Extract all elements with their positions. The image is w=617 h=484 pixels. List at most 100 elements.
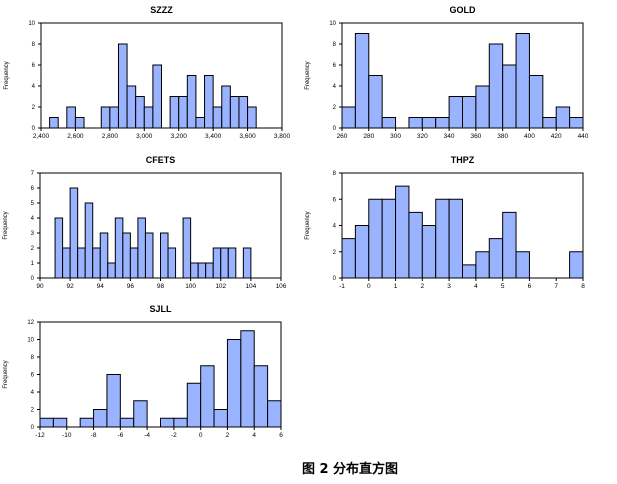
histogram-bar bbox=[569, 251, 584, 279]
x-tick-label: 340 bbox=[444, 133, 455, 140]
histogram-bar bbox=[435, 198, 450, 279]
histogram-bar bbox=[226, 339, 242, 428]
histogram-bar bbox=[167, 247, 177, 279]
x-tick-label: 4 bbox=[474, 283, 478, 290]
x-tick-label: 106 bbox=[276, 283, 287, 290]
histogram-bar bbox=[213, 409, 228, 428]
histogram-bar bbox=[186, 382, 202, 428]
figure-caption: 图 2 分布直方图 bbox=[301, 462, 399, 477]
histogram-bar bbox=[99, 232, 109, 279]
histogram-bar bbox=[515, 251, 530, 279]
chart-title: THPZ bbox=[451, 155, 475, 165]
histogram-bar bbox=[435, 117, 450, 129]
histogram-bar bbox=[253, 365, 269, 428]
histogram-bar bbox=[381, 117, 397, 129]
histogram-bar bbox=[502, 211, 517, 279]
plot-frame bbox=[341, 22, 584, 129]
histogram-bar bbox=[126, 85, 137, 129]
histogram-bar bbox=[92, 247, 101, 279]
histogram-bar bbox=[242, 247, 252, 279]
y-tick-label: 10 bbox=[28, 21, 35, 27]
histogram-bar bbox=[408, 117, 423, 129]
histogram-bar bbox=[408, 211, 423, 279]
x-tick-label: -6 bbox=[117, 432, 123, 439]
histogram-bar bbox=[54, 217, 64, 279]
x-tick-label: 2 bbox=[421, 283, 425, 290]
x-tick-label: 380 bbox=[497, 133, 508, 140]
histogram-bar bbox=[186, 75, 197, 129]
histogram-panel-sjll: SJLL Frequency 0 2 4 6 8 10 12 -12 -10 -8 -6 -4 -2 0 2 4 6 bbox=[3, 304, 283, 439]
x-tick-label: 440 bbox=[578, 133, 589, 140]
histogram-bar bbox=[448, 96, 464, 129]
x-tick-label: 96 bbox=[127, 283, 135, 290]
histogram-bar bbox=[354, 225, 370, 279]
histogram-bar bbox=[79, 417, 95, 428]
x-tick-label: 2,800 bbox=[102, 133, 119, 140]
histogram-bar bbox=[368, 75, 383, 129]
histogram-bar bbox=[502, 64, 517, 129]
y-tick-label: 3 bbox=[31, 231, 35, 237]
y-tick-label: 5 bbox=[31, 201, 35, 207]
histogram-bar bbox=[49, 117, 59, 129]
y-tick-label: 6 bbox=[31, 186, 35, 192]
histogram-panel-gold: GOLD Frequency 0 2 4 6 8 10 260 280 300 320 340 360 38… bbox=[305, 5, 589, 140]
histogram-bar bbox=[462, 96, 477, 129]
y-axis-label: Frequency bbox=[305, 211, 311, 239]
x-tick-label: 102 bbox=[215, 283, 226, 290]
histogram-bar bbox=[152, 64, 162, 129]
x-tick-label: 0 bbox=[199, 432, 203, 439]
histogram-bar bbox=[220, 247, 229, 279]
chart-title: SZZZ bbox=[150, 5, 173, 15]
y-tick-label: 4 bbox=[32, 84, 36, 90]
y-tick-label: 0 bbox=[32, 126, 36, 132]
plot-frame bbox=[40, 22, 283, 129]
histogram-panel-szzz: SZZZ Frequency 0 2 4 6 8 10 2,400 2,600 2,800 3,000… bbox=[4, 5, 291, 140]
x-tick-label: 94 bbox=[97, 283, 105, 290]
histogram-bar bbox=[107, 262, 116, 279]
histogram-bar bbox=[221, 85, 231, 129]
histogram-bar bbox=[84, 202, 94, 279]
histogram-bar bbox=[77, 247, 86, 279]
histogram-bar bbox=[197, 262, 207, 279]
histogram-bar bbox=[122, 232, 131, 279]
x-tick-label: 0 bbox=[367, 283, 371, 290]
y-tick-label: 6 bbox=[32, 63, 36, 69]
histogram-bar bbox=[227, 247, 237, 279]
histogram-bar bbox=[555, 106, 571, 129]
y-tick-label: 4 bbox=[333, 224, 337, 230]
histogram-bar bbox=[542, 117, 557, 129]
x-tick-label: 280 bbox=[363, 133, 374, 140]
y-axis-label: Frequency bbox=[4, 61, 10, 89]
histogram-bar bbox=[69, 187, 79, 279]
x-tick-label: -12 bbox=[35, 432, 45, 439]
histogram-bar bbox=[133, 400, 148, 428]
histogram-bar bbox=[421, 225, 437, 279]
histogram-bar bbox=[462, 264, 477, 279]
histogram-bar bbox=[515, 33, 530, 129]
histogram-bar bbox=[137, 217, 146, 279]
x-tick-label: -2 bbox=[171, 432, 177, 439]
y-tick-label: 4 bbox=[31, 216, 35, 222]
x-tick-label: 300 bbox=[390, 133, 401, 140]
y-tick-label: 8 bbox=[32, 42, 36, 48]
histogram-bar bbox=[178, 96, 188, 129]
x-tick-label: 90 bbox=[36, 283, 44, 290]
histogram-bar bbox=[195, 117, 206, 129]
x-tick-label: 360 bbox=[470, 133, 481, 140]
histogram-bar bbox=[368, 198, 383, 279]
x-tick-label: 8 bbox=[581, 283, 585, 290]
x-tick-label: 3 bbox=[447, 283, 451, 290]
x-tick-label: 2,600 bbox=[67, 133, 84, 140]
histogram-bar bbox=[488, 238, 504, 279]
histogram-bar bbox=[240, 330, 255, 428]
y-tick-label: 6 bbox=[31, 373, 35, 379]
histogram-bar bbox=[212, 247, 222, 279]
x-tick-label: 1 bbox=[394, 283, 398, 290]
histogram-panel-cfets: CFETS Frequency 0 1 2 3 4 5 6 7 90 92 94 96 98 100 102 10… bbox=[3, 155, 287, 290]
histogram-bar bbox=[169, 96, 180, 129]
histogram-bar bbox=[354, 33, 370, 129]
y-tick-label: 2 bbox=[333, 105, 337, 111]
histogram-bar bbox=[212, 106, 223, 129]
y-tick-label: 2 bbox=[31, 246, 35, 252]
